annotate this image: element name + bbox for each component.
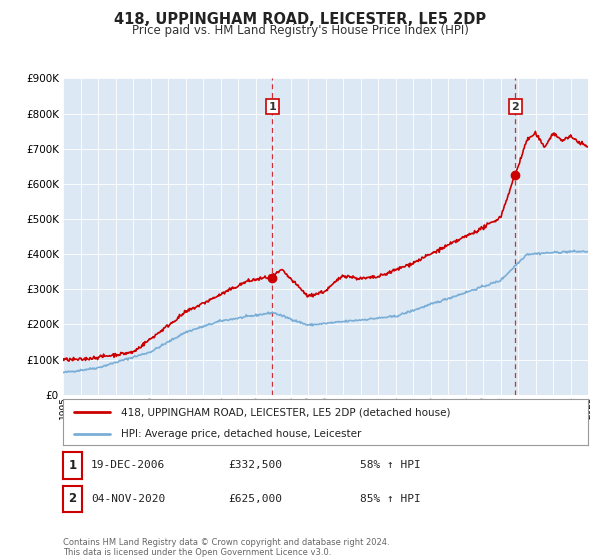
Text: £625,000: £625,000 <box>228 494 282 504</box>
Text: This data is licensed under the Open Government Licence v3.0.: This data is licensed under the Open Gov… <box>63 548 331 557</box>
Text: 2: 2 <box>68 492 77 506</box>
Text: Price paid vs. HM Land Registry's House Price Index (HPI): Price paid vs. HM Land Registry's House … <box>131 24 469 37</box>
Text: 04-NOV-2020: 04-NOV-2020 <box>91 494 166 504</box>
Text: 85% ↑ HPI: 85% ↑ HPI <box>360 494 421 504</box>
Text: 418, UPPINGHAM ROAD, LEICESTER, LE5 2DP (detached house): 418, UPPINGHAM ROAD, LEICESTER, LE5 2DP … <box>121 407 450 417</box>
Text: 1: 1 <box>269 101 277 111</box>
Text: £332,500: £332,500 <box>228 460 282 470</box>
Text: 58% ↑ HPI: 58% ↑ HPI <box>360 460 421 470</box>
Text: 1: 1 <box>68 459 77 472</box>
Text: 418, UPPINGHAM ROAD, LEICESTER, LE5 2DP: 418, UPPINGHAM ROAD, LEICESTER, LE5 2DP <box>114 12 486 27</box>
Text: Contains HM Land Registry data © Crown copyright and database right 2024.: Contains HM Land Registry data © Crown c… <box>63 538 389 547</box>
Text: HPI: Average price, detached house, Leicester: HPI: Average price, detached house, Leic… <box>121 429 361 438</box>
Text: 19-DEC-2006: 19-DEC-2006 <box>91 460 166 470</box>
Text: 2: 2 <box>511 101 519 111</box>
